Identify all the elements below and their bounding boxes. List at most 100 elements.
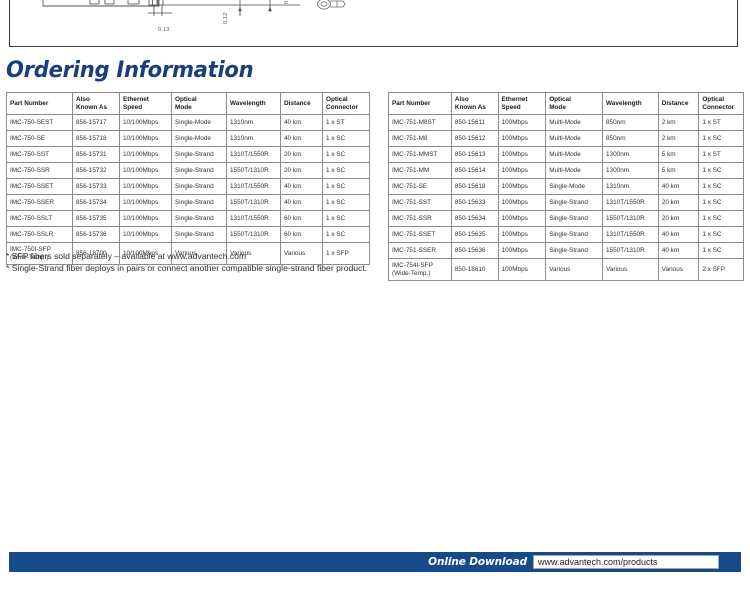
cell-ethernet-speed: 100Mbps (497, 130, 547, 147)
cell-optical-mode: Single-Strand (545, 242, 603, 259)
cell-part-number: IMC-750-SSET (6, 178, 73, 195)
col-header-wavelength: Wavelength (226, 92, 281, 115)
drawing-dimension-0-13: 0.13 (158, 27, 170, 33)
cell-also-known-as: 850-15635 (450, 226, 499, 243)
cell-also-known-as: 856-15734 (72, 194, 120, 211)
cell-distance: 5 km (657, 162, 700, 179)
cell-wavelength: Various (601, 258, 659, 281)
col-header-line2: Connector (702, 103, 735, 111)
cell-ethernet-speed: 10/100Mbps (119, 226, 172, 243)
cell-part-number: IMC-750-SSER (6, 194, 73, 211)
cell-wavelength: 1300nm (601, 162, 659, 179)
table-row: IMC-751-SSER 850-15636 100Mbps Single-Stran… (388, 242, 744, 259)
col-header-also-known-as: Also Known As (450, 92, 499, 115)
cell-ethernet-speed: 100Mbps (497, 210, 547, 227)
col-header-optical-connector: Optical Connector (698, 92, 744, 115)
cell-optical-connector: 1 x SC (698, 194, 744, 211)
cell-ethernet-speed: 100Mbps (497, 242, 547, 259)
cell-also-known-as: 850-15613 (450, 146, 499, 163)
table-row: IMC-750-SE 856-15718 10/100Mbps Single-Mode… (6, 130, 370, 147)
ordering-table-imc750: Part Number Also Known As Ethernet Speed… (6, 92, 370, 265)
cell-ethernet-speed: 10/100Mbps (119, 130, 172, 147)
cell-optical-connector: 1 x SC (698, 178, 744, 195)
col-header-optical-connector: Optical Connector (322, 92, 370, 115)
cell-optical-mode: Multi-Mode (545, 130, 603, 147)
cell-wavelength: 1550T/1310R (226, 194, 281, 211)
cell-distance: 40 km (280, 130, 323, 147)
col-header-line1: Wavelength (605, 99, 642, 107)
cell-also-known-as: 850-15618 (450, 178, 499, 195)
cell-ethernet-speed: 10/100Mbps (119, 114, 172, 131)
cell-ethernet-speed: 100Mbps (497, 226, 547, 243)
col-header-distance: Distance (280, 92, 323, 115)
drawing-fragment-connector-detail (317, 0, 346, 10)
table-header-row: Part Number Also Known As Ethernet Speed… (388, 92, 744, 115)
cell-also-known-as: 856-15718 (72, 130, 120, 147)
cell-optical-mode: Single-Strand (171, 194, 227, 211)
download-url-field[interactable]: www.advantech.com/products (533, 555, 719, 569)
table-row: IMC-751-SST 850-15633 100Mbps Single-Strand… (388, 194, 744, 211)
cell-distance: 40 km (657, 226, 700, 243)
cell-ethernet-speed: 100Mbps (497, 178, 547, 195)
col-header-line2: Mode (175, 103, 192, 111)
cell-also-known-as: 850-15614 (450, 162, 499, 179)
col-header-line2: Speed (123, 103, 143, 111)
cell-optical-connector: 1 x ST (698, 114, 744, 131)
cell-part-number: IMC-750-SSLT (6, 210, 73, 227)
cell-wavelength: 1310T/1550R (601, 226, 659, 243)
cell-ethernet-speed: 100Mbps (497, 114, 547, 131)
cell-distance: 40 km (280, 178, 323, 195)
cell-part-number: IMC-750-SSR (6, 162, 73, 179)
table-row: IMC-750-SEST 856-15717 10/100Mbps Single-Mo… (6, 114, 370, 131)
drawing-fragment-front-view (42, 0, 160, 7)
cell-part-number: IMC-750-SSLR (6, 226, 73, 243)
cell-part-number: IMC-754I-SFP (Wide-Temp.) (388, 258, 452, 281)
table-row: IMC-750-SSET 856-15733 10/100Mbps Single-St… (6, 178, 370, 195)
cell-optical-mode: Single-Mode (171, 114, 227, 131)
cell-also-known-as: 856-15735 (72, 210, 120, 227)
cell-distance: 40 km (280, 194, 323, 211)
cell-optical-mode: Single-Strand (171, 162, 227, 179)
cell-ethernet-speed: 100Mbps (497, 146, 547, 163)
cell-wavelength: 1550T/1310R (226, 226, 281, 243)
table-row: IMC-751-SE 850-15618 100Mbps Single-Mode 131… (388, 178, 744, 195)
cell-distance: 20 km (280, 146, 323, 163)
col-header-also-known-as: Also Known As (72, 92, 120, 115)
cell-also-known-as: 856-15731 (72, 146, 120, 163)
table-body: IMC-751-M8ST 850-15611 100Mbps Multi-Mode 85… (388, 114, 744, 281)
col-header-line2: Mode (549, 103, 566, 111)
cell-wavelength: 1550T/1310R (226, 162, 281, 179)
cell-ethernet-speed: 100Mbps (497, 258, 547, 281)
col-header-line2: Known As (76, 103, 108, 111)
cell-optical-mode: Single-Strand (545, 194, 603, 211)
cell-optical-mode: Single-Strand (171, 146, 227, 163)
cell-also-known-as: 856-15732 (72, 162, 120, 179)
cell-part-number: IMC-751-M8 (388, 130, 452, 147)
col-header-optical-mode: Optical Mode (545, 92, 603, 115)
cell-optical-mode: Multi-Mode (545, 114, 603, 131)
cell-optical-mode: Single-Mode (171, 130, 227, 147)
cell-wavelength: 1310T/1550R (226, 210, 281, 227)
cell-wavelength: 1310nm (226, 114, 281, 131)
cell-optical-connector: 1 x SC (322, 130, 370, 147)
col-header-optical-mode: Optical Mode (171, 92, 227, 115)
online-download-label: Online Download (428, 556, 527, 568)
cell-distance: 20 km (657, 210, 700, 227)
col-header-line1: Optical (702, 95, 724, 103)
cell-part-number: IMC-751-M8ST (388, 114, 452, 131)
cell-optical-connector: 1 x SC (698, 130, 744, 147)
col-header-wavelength: Wavelength (601, 92, 659, 115)
col-header-line1: Part Number (392, 99, 431, 107)
cell-optical-connector: 1 x SC (698, 210, 744, 227)
cell-optical-connector: 1 x SC (322, 210, 370, 227)
cell-wavelength: 1310T/1550R (226, 178, 281, 195)
cell-also-known-as: 850-18610 (450, 258, 499, 281)
cell-also-known-as: 850-15634 (450, 210, 499, 227)
cell-distance: 40 km (657, 178, 700, 195)
col-header-part-number: Part Number (388, 92, 452, 115)
cell-wavelength: 1550T/1310R (601, 210, 659, 227)
cell-distance: 20 km (657, 194, 700, 211)
col-header-line1: Optical (175, 95, 197, 103)
cell-wavelength: 850nm (601, 130, 659, 147)
cell-wavelength: 1310nm (601, 178, 659, 195)
